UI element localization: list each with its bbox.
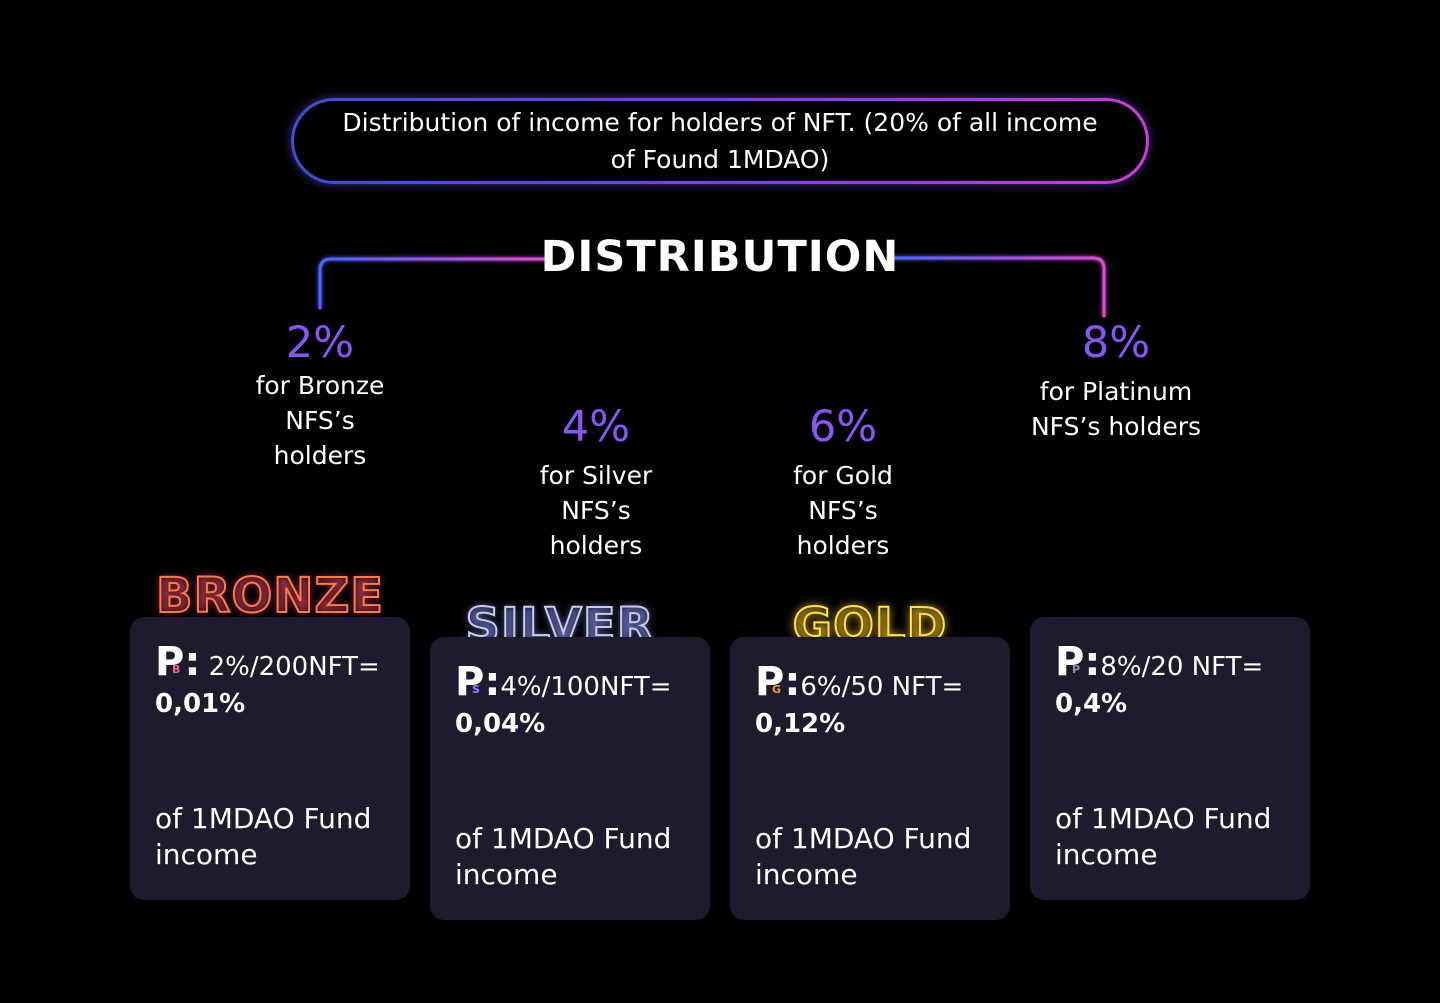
connector-right <box>892 256 1106 317</box>
card-silver: P S:4%/100NFT= 0,04% of 1MDAO Fund income <box>430 637 710 920</box>
tier-title-bronze: BRONZE <box>155 567 385 625</box>
connector-left <box>318 257 546 309</box>
header-title: Distribution of income for holders of NF… <box>342 108 1098 174</box>
tier-sub-label: P <box>1072 663 1081 676</box>
formula-gold: P G:6%/50 NFT= 0,12% <box>755 659 986 743</box>
fund-label: of 1MDAO Fund income <box>155 802 372 871</box>
formula-result: 0,12% <box>755 709 846 739</box>
gold-desc: for Gold NFS’s holders <box>793 461 893 560</box>
formula-result: 0,04% <box>455 709 546 739</box>
header-banner: Distribution of income for holders of NF… <box>291 98 1149 184</box>
platinum-desc: for Platinum NFS’s holders <box>1030 377 1202 441</box>
fund-label: of 1MDAO Fund income <box>755 822 972 891</box>
card-platinum: P P:8%/20 NFT= 0,4% of 1MDAO Fund income <box>1030 617 1310 900</box>
formula-result: 0,4% <box>1055 689 1128 719</box>
distribution-title: DISTRIBUTION <box>540 232 900 282</box>
tier-sub-label: G <box>772 683 782 696</box>
formula-text: 2%/200NFT= <box>208 652 380 682</box>
silver-desc: for Silver NFS’s holders <box>539 461 653 560</box>
card-gold: P G:6%/50 NFT= 0,12% of 1MDAO Fund income <box>730 637 1010 920</box>
platinum-share: 8% for Platinum NFS’s holders <box>1016 318 1216 444</box>
silver-percent: 4% <box>561 402 631 452</box>
gold-share: 6% for Gold NFS’s holders <box>743 402 943 563</box>
bronze-share: 2% for Bronze NFS’s holders <box>220 318 420 473</box>
platinum-percent: 8% <box>1081 318 1151 368</box>
formula-text: 6%/50 NFT= <box>800 672 964 702</box>
silver-share: 4% for Silver NFS’s holders <box>496 402 696 563</box>
bronze-desc: for Bronze NFS’s holders <box>255 371 385 470</box>
formula-platinum: P P:8%/20 NFT= 0,4% <box>1055 639 1286 723</box>
formula-text: 8%/20 NFT= <box>1100 652 1264 682</box>
fund-label: of 1MDAO Fund income <box>1055 802 1272 871</box>
bronze-percent: 2% <box>285 318 355 368</box>
gold-percent: 6% <box>808 402 878 452</box>
tier-sub-label: B <box>172 663 181 676</box>
tier-sub-label: S <box>472 683 480 696</box>
formula-result: 0,01% <box>155 689 246 719</box>
formula-silver: P S:4%/100NFT= 0,04% <box>455 659 686 743</box>
formula-text: 4%/100NFT= <box>500 672 672 702</box>
fund-label: of 1MDAO Fund income <box>455 822 672 891</box>
header-banner-inner: Distribution of income for holders of NF… <box>294 101 1146 181</box>
